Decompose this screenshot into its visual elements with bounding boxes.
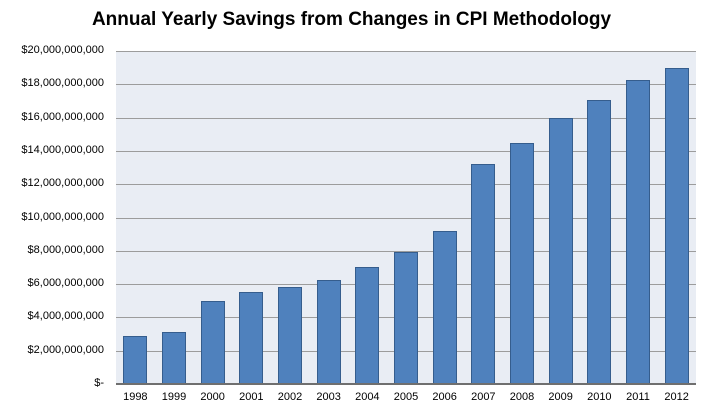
bar-1998: [123, 336, 148, 384]
plot-area: [116, 51, 696, 385]
x-axis-tick-label: 2006: [432, 391, 457, 403]
y-axis-tick-label: $2,000,000,000: [27, 343, 104, 356]
gridline: [116, 117, 696, 119]
x-axis-tick-label: 2009: [548, 391, 573, 403]
x-axis-tick-label: 2000: [200, 391, 225, 403]
bar-2010: [587, 100, 612, 384]
y-axis-tick-label: $16,000,000,000: [21, 110, 104, 123]
bar-2008: [510, 143, 534, 384]
x-axis-tick-label: 2003: [316, 391, 341, 403]
x-axis-tick-label: 2010: [587, 391, 612, 403]
x-axis-tick-label: 2002: [277, 391, 303, 403]
x-axis-tick-label: 2008: [509, 391, 535, 403]
gridline: [116, 217, 696, 219]
gridline: [116, 184, 696, 186]
bar-2007: [471, 164, 496, 384]
x-axis-tick-label: 2005: [393, 391, 419, 403]
x-axis-line: [116, 383, 696, 385]
gridline: [116, 84, 696, 86]
y-axis-tick-label: $-: [94, 377, 104, 389]
x-axis-tick-label: 2012: [664, 391, 689, 403]
y-axis-tick-label: $14,000,000,000: [21, 143, 104, 156]
bar-2003: [316, 280, 341, 384]
y-axis-tick-label: $6,000,000,000: [27, 277, 104, 290]
bar-2012: [664, 68, 689, 384]
bar-2002: [278, 287, 302, 384]
gridline: [116, 51, 696, 52]
x-axis-tick-label: 2007: [471, 391, 496, 403]
y-axis-tick-label: $4,000,000,000: [27, 310, 104, 323]
bar-2000: [200, 301, 225, 384]
y-axis-tick-label: $10,000,000,000: [21, 210, 104, 223]
y-axis-tick-label: $12,000,000,000: [21, 177, 104, 190]
bar-2004: [355, 267, 380, 384]
x-axis-tick-label: 2011: [626, 391, 650, 403]
x-axis-tick-label: 2004: [355, 391, 380, 403]
bar-1999: [162, 332, 186, 384]
bar-2006: [432, 231, 457, 384]
x-axis-tick-label: 1998: [123, 391, 148, 403]
y-axis-tick-label: $8,000,000,000: [27, 243, 104, 256]
bar-2009: [548, 118, 573, 384]
gridline: [116, 250, 696, 252]
chart-title: Annual Yearly Savings from Changes in CP…: [91, 9, 612, 30]
bar-2005: [394, 252, 418, 384]
bar-2011: [626, 80, 650, 384]
bar-2001: [239, 292, 264, 384]
y-axis-tick-label: $18,000,000,000: [21, 77, 104, 90]
gridline: [116, 150, 696, 152]
y-axis-tick-label: $20,000,000,000: [21, 44, 104, 56]
x-axis-tick-label: 1999: [161, 391, 187, 403]
x-axis-tick-label: 2001: [239, 391, 264, 403]
